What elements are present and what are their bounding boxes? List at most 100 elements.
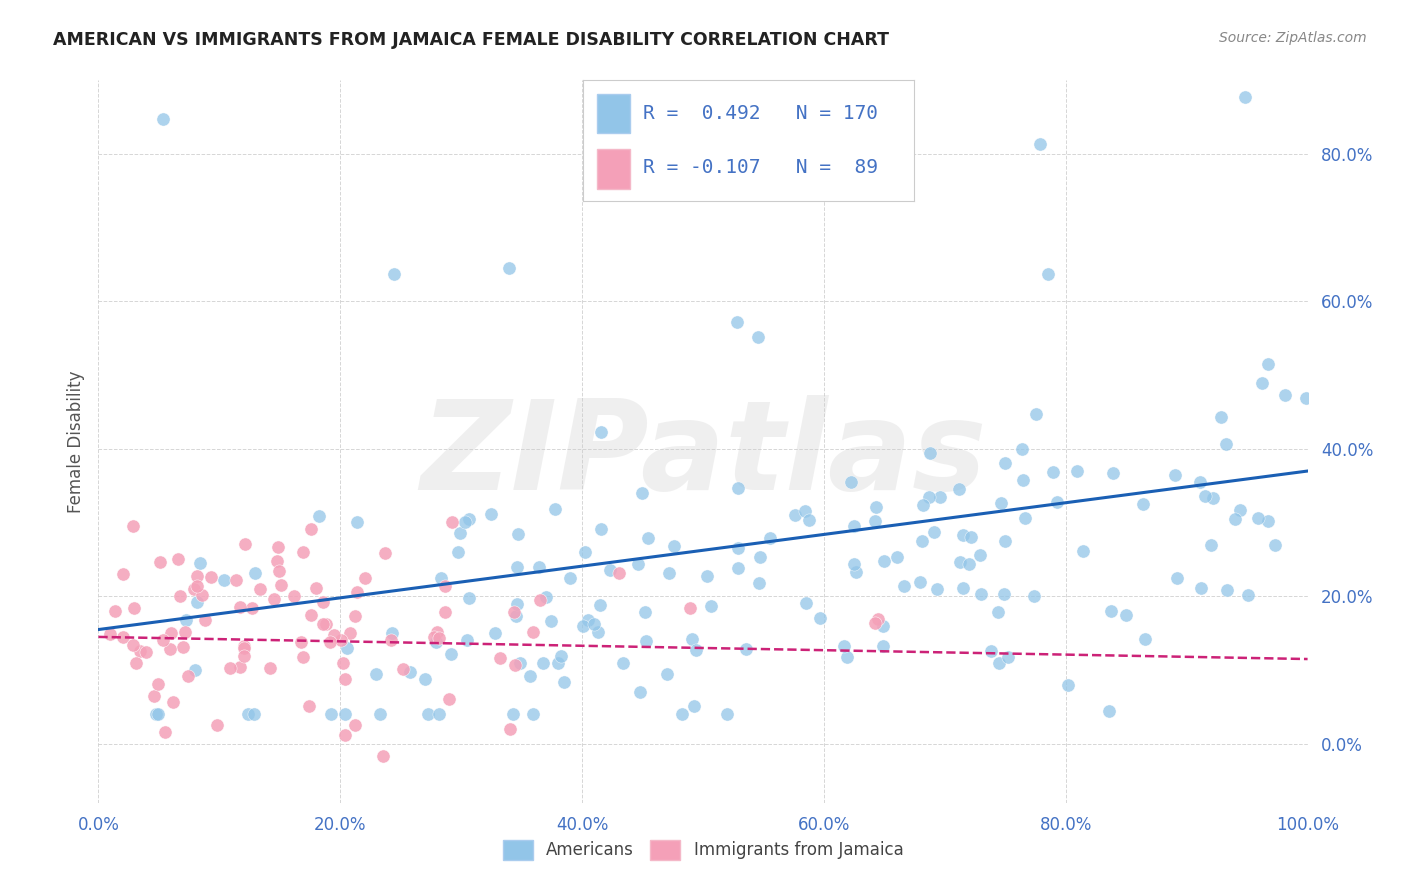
Point (865, 500, 887, 515)
Point (339, 625, 361, 640)
Point (863, 514, 886, 528)
Point (128, 644, 150, 658)
Point (259, 661, 281, 675)
Point (808, 611, 831, 625)
Point (794, 596, 817, 610)
Point (225, 573, 247, 587)
Point (993, 587, 1015, 601)
Point (522, 707, 544, 722)
Point (794, 504, 817, 518)
Point (366, 667, 388, 681)
Point (122, 600, 145, 615)
Point (626, 557, 648, 571)
Point (553, 675, 575, 690)
Point (416, 707, 439, 722)
Point (426, 624, 449, 639)
Point (749, 549, 772, 564)
Point (312, 595, 335, 609)
Point (1014, 511, 1036, 525)
Point (747, 329, 769, 343)
Point (758, 531, 780, 545)
Point (381, 625, 404, 640)
Point (918, 490, 941, 504)
Point (427, 631, 450, 645)
Point (380, 633, 402, 648)
Point (922, 525, 945, 540)
Point (727, 481, 749, 495)
Point (146, 677, 169, 691)
Point (928, 490, 950, 504)
Point (506, 527, 529, 541)
Point (1057, 678, 1080, 692)
Point (550, 649, 572, 664)
Point (159, 641, 181, 656)
Point (1115, 608, 1137, 623)
Point (571, 619, 593, 633)
Point (186, 594, 208, 608)
Point (527, 559, 550, 574)
Point (1215, 436, 1237, 450)
Point (832, 639, 855, 653)
Point (1251, 376, 1274, 391)
Point (574, 545, 596, 559)
Point (959, 530, 981, 544)
Point (236, 707, 259, 722)
Point (1025, 407, 1047, 421)
Point (948, 482, 970, 496)
Point (893, 579, 915, 593)
Point (1274, 388, 1296, 402)
Point (218, 661, 240, 675)
Point (174, 613, 197, 627)
Point (344, 718, 367, 732)
Point (122, 638, 145, 652)
Point (589, 599, 612, 613)
Point (391, 663, 413, 677)
Point (249, 582, 271, 596)
Point (886, 549, 908, 564)
Point (245, 566, 267, 580)
Point (506, 597, 529, 611)
Point (949, 555, 972, 569)
Point (373, 546, 395, 560)
Point (735, 641, 758, 656)
Point (997, 650, 1019, 665)
Point (679, 601, 702, 615)
Point (522, 625, 544, 640)
Point (214, 573, 236, 587)
Point (872, 640, 894, 654)
Point (177, 669, 200, 683)
Point (544, 502, 567, 516)
Point (318, 635, 340, 649)
Point (319, 707, 342, 722)
Point (628, 685, 651, 699)
Point (315, 616, 337, 631)
Point (430, 571, 453, 585)
Point (655, 666, 678, 681)
Point (267, 541, 290, 555)
Point (576, 614, 599, 628)
Point (111, 630, 134, 644)
Point (1229, 503, 1251, 517)
Point (270, 578, 292, 592)
Point (1012, 473, 1035, 487)
Point (100, 627, 122, 641)
Point (427, 707, 450, 722)
Point (607, 566, 630, 580)
Point (229, 659, 252, 673)
Point (1201, 538, 1223, 552)
Point (413, 672, 436, 686)
Point (509, 656, 531, 670)
Point (336, 641, 359, 656)
Point (918, 446, 941, 460)
Point (599, 563, 621, 577)
Point (425, 635, 447, 649)
Point (335, 728, 357, 742)
Point (135, 645, 157, 659)
Point (748, 575, 770, 590)
Point (167, 551, 190, 566)
Point (329, 633, 352, 648)
Point (382, 267, 405, 281)
Point (589, 425, 612, 440)
Point (1164, 467, 1187, 482)
Point (291, 650, 314, 665)
